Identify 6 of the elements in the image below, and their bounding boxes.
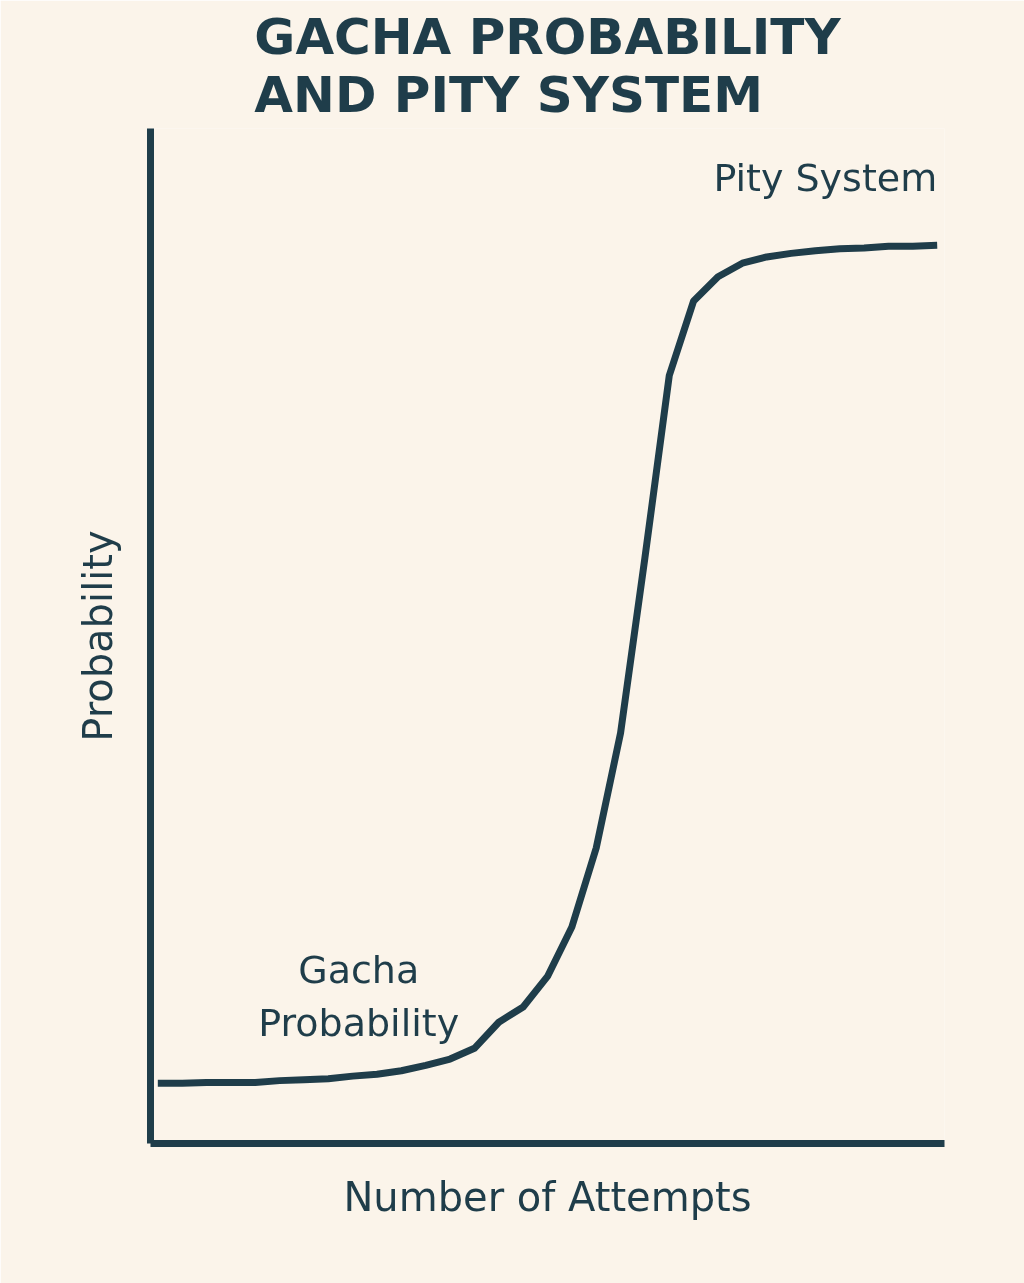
text: Pity System xyxy=(713,156,938,201)
chart-title: GACHA PROBABILITY AND PITY SYSTEM xyxy=(254,7,842,124)
text: Probability xyxy=(74,530,121,742)
x-axis-title: Number of Attempts xyxy=(343,1173,752,1220)
text: Gacha xyxy=(298,947,420,992)
y-axis-title: Probability xyxy=(258,1000,460,1045)
